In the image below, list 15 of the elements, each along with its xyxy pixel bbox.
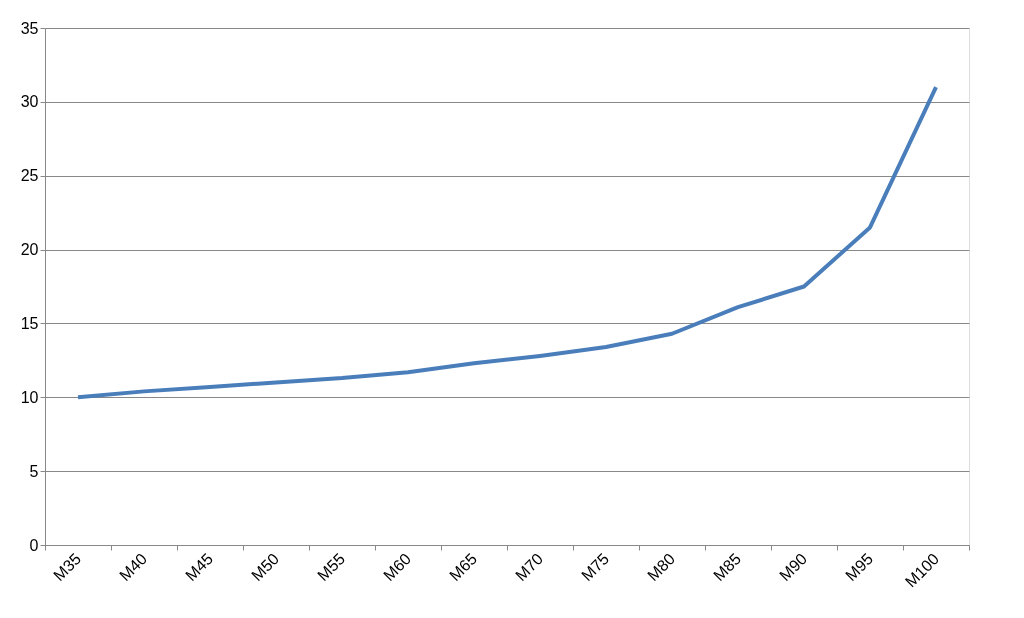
x-tick-label: M50 xyxy=(248,550,283,585)
x-tick-label: M90 xyxy=(776,550,811,585)
y-tick-label: 5 xyxy=(29,462,39,480)
y-tick-label: 15 xyxy=(20,314,39,332)
x-tick-label: M60 xyxy=(380,550,415,585)
y-tick-label: 0 xyxy=(29,536,39,554)
y-tick-label: 35 xyxy=(20,19,39,37)
y-tick-label: 10 xyxy=(20,388,39,406)
x-tick-label: M70 xyxy=(512,550,547,585)
x-tick-label: M80 xyxy=(644,550,679,585)
y-tick-label: 30 xyxy=(20,93,39,111)
line-series xyxy=(76,85,938,400)
x-tick-label: M40 xyxy=(116,550,151,585)
y-tick-label: 25 xyxy=(20,167,39,185)
y-tick-label: 20 xyxy=(20,241,39,259)
